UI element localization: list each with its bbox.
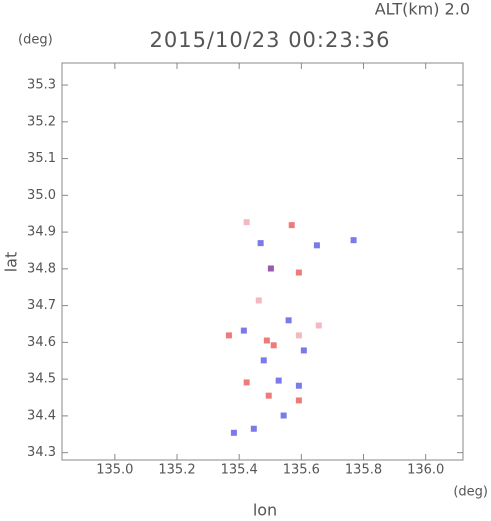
y-tick-label: 34.6: [27, 335, 56, 350]
echo-point: [243, 379, 250, 386]
echo-point: [243, 219, 250, 226]
x-unit: (deg): [453, 485, 488, 500]
y-tick-label: 34.5: [27, 372, 56, 387]
y-tick-label: 34.3: [27, 445, 56, 460]
x-tick-label: 135.0: [96, 463, 133, 478]
echo-point: [300, 347, 307, 354]
y-tick-label: 35.2: [27, 114, 56, 129]
y-tick-label: 35.3: [27, 78, 56, 93]
y-axis-label: lat: [2, 252, 21, 273]
y-tick-label: 34.9: [27, 225, 56, 240]
y-tick-label: 34.4: [27, 408, 56, 423]
y-tick-label: 35.0: [27, 188, 56, 203]
x-axis-label: lon: [253, 501, 277, 520]
echo-point: [270, 342, 277, 349]
echo-point: [295, 269, 302, 276]
y-unit: (deg): [18, 33, 53, 48]
echo-point: [230, 429, 237, 436]
echo-point: [250, 425, 257, 432]
x-tick-label: 135.6: [283, 463, 320, 478]
chart-title: 2015/10/23 00:23:36: [149, 28, 390, 52]
x-tick-label: 135.4: [221, 463, 258, 478]
echo-point: [315, 322, 322, 329]
x-tick-label: 135.2: [158, 463, 195, 478]
echo-point: [263, 337, 270, 344]
echo-point: [255, 297, 262, 304]
x-tick-label: 135.8: [345, 463, 382, 478]
echo-point: [285, 317, 292, 324]
echo-point: [267, 265, 274, 272]
plot-frame: [61, 62, 464, 461]
altitude-label: ALT(km) 2.0: [375, 0, 470, 19]
echo-point: [225, 332, 232, 339]
echo-point: [313, 242, 320, 249]
y-tick-label: 35.1: [27, 151, 56, 166]
x-tick-label: 136.0: [407, 463, 444, 478]
echo-point: [350, 237, 357, 244]
echo-point: [240, 327, 247, 334]
echo-point: [288, 222, 295, 229]
y-tick-label: 34.8: [27, 261, 56, 276]
echo-point: [295, 397, 302, 404]
echo-point: [265, 392, 272, 399]
echo-point: [295, 382, 302, 389]
echo-point: [260, 357, 267, 364]
y-tick-label: 34.7: [27, 298, 56, 313]
echo-point: [295, 332, 302, 339]
echo-point: [275, 377, 282, 384]
echo-point: [280, 412, 287, 419]
echo-point: [257, 240, 264, 247]
